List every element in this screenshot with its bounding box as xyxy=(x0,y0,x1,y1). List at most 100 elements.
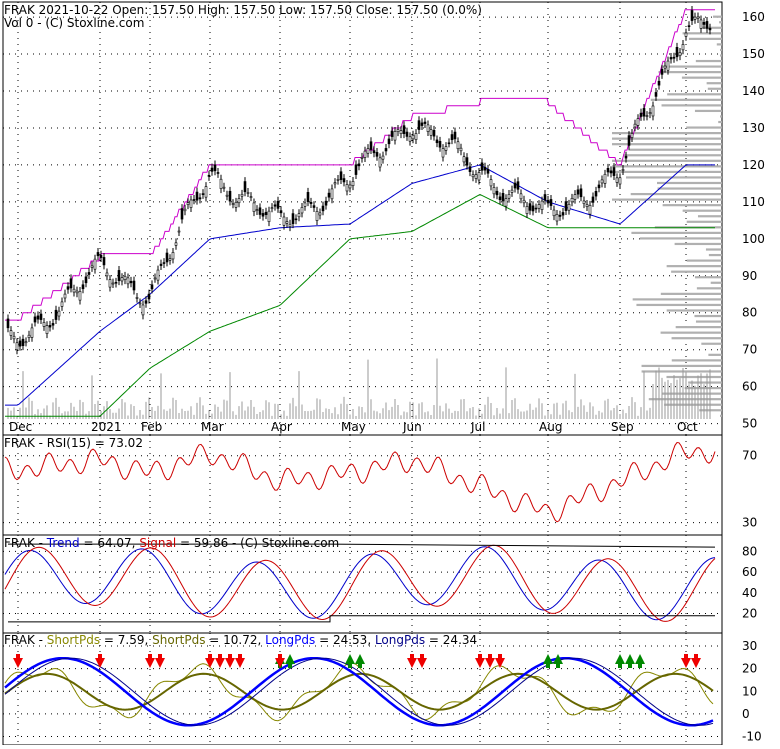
volume-profile-bar xyxy=(612,159,722,162)
candle-body xyxy=(132,280,136,291)
candle-body xyxy=(126,277,130,285)
volume-profile-bar xyxy=(684,387,722,390)
volume-profile-bar xyxy=(720,54,722,57)
candle-body xyxy=(240,193,244,197)
candle-body xyxy=(15,342,19,351)
candle-body xyxy=(657,80,661,86)
up-arrow-marker xyxy=(553,654,563,668)
volume-profile-bar xyxy=(612,137,722,140)
candle-body xyxy=(363,150,367,158)
candle-body xyxy=(279,210,283,214)
y-tick-label: -10 xyxy=(742,729,762,743)
candle-body xyxy=(396,129,400,132)
x-tick-label: Aug xyxy=(539,420,562,434)
candle-body xyxy=(537,204,541,209)
volume-profile-bar xyxy=(660,331,722,334)
candle-body xyxy=(681,44,685,51)
candle-body xyxy=(543,194,547,201)
y-tick-label: 60 xyxy=(742,565,757,579)
candle-body xyxy=(339,171,343,180)
volume-profile-bar xyxy=(660,292,722,295)
pds-line xyxy=(4,656,714,727)
candle-body xyxy=(195,191,199,201)
candle-body xyxy=(135,297,139,299)
down-arrow-marker xyxy=(475,654,485,668)
candle-body xyxy=(519,193,523,200)
candle-body xyxy=(90,265,94,268)
x-tick-label: Jun xyxy=(402,420,422,434)
candle-body xyxy=(579,188,583,198)
volume-profile-bar xyxy=(650,98,722,101)
pds-title-long1: LongPds xyxy=(265,633,315,647)
up-arrow-marker xyxy=(635,654,645,668)
volume-profile-bar xyxy=(701,342,722,345)
down-arrow-marker xyxy=(235,654,245,668)
candle-body xyxy=(435,139,439,144)
candle-body xyxy=(168,258,172,261)
candle-body xyxy=(207,174,211,177)
candle-body xyxy=(27,334,31,338)
candle-body xyxy=(582,200,586,204)
volume-profile-bar xyxy=(686,126,722,129)
candle-body xyxy=(462,156,466,163)
candle-body xyxy=(201,193,205,195)
candle-body xyxy=(651,105,655,117)
down-arrow-marker xyxy=(485,654,495,668)
pds-line xyxy=(4,657,714,726)
candle-body xyxy=(669,57,673,60)
y-tick-label: 20 xyxy=(742,662,757,676)
volume-profile-bar xyxy=(713,15,722,18)
candle-body xyxy=(159,263,163,266)
candle-body xyxy=(252,202,256,212)
candle-body xyxy=(648,112,652,115)
volume-profile-bar xyxy=(636,303,722,307)
volume-profile-bar xyxy=(648,398,722,401)
volume-profile-bar xyxy=(696,287,722,290)
pds-title-long2-val: = 24.34 xyxy=(425,633,477,647)
candle-body xyxy=(114,281,118,284)
candle-body xyxy=(546,199,550,204)
candle-body xyxy=(495,190,499,196)
candle-body xyxy=(264,211,268,216)
volume-profile-bar xyxy=(641,364,722,368)
candle-body xyxy=(180,208,184,220)
candle-body xyxy=(18,340,22,347)
candle-body xyxy=(621,169,625,171)
candle-body xyxy=(444,146,448,151)
candle-body xyxy=(273,204,277,207)
candle-body xyxy=(243,181,247,193)
trend-title-prefix: FRAK - xyxy=(4,536,47,550)
price-header-title: FRAK 2021-10-22 Open: 157.50 High: 157.5… xyxy=(4,3,482,17)
candle-body xyxy=(387,138,391,145)
candle-body xyxy=(549,199,553,206)
candle-body xyxy=(702,22,706,25)
volume-profile-bar xyxy=(641,370,722,373)
candle-body xyxy=(429,129,433,136)
volume-profile-bar xyxy=(628,148,722,151)
candle-body xyxy=(87,272,91,275)
candle-body xyxy=(525,206,529,214)
candle-body xyxy=(234,201,238,208)
candle-body xyxy=(153,277,157,280)
y-tick-label: 110 xyxy=(742,195,765,209)
candle-body xyxy=(54,309,58,320)
candle-body xyxy=(366,148,370,154)
volume-profile-bar xyxy=(720,414,722,417)
candle-body xyxy=(33,316,37,323)
trend-title-trend: Trend xyxy=(46,536,80,550)
candle-body xyxy=(666,60,670,71)
candle-body xyxy=(318,212,322,216)
candle-body xyxy=(300,207,304,214)
candle-body xyxy=(174,242,178,246)
volume-profile-bar xyxy=(612,132,722,135)
candle-body xyxy=(585,204,589,207)
candle-body xyxy=(684,32,688,37)
trend-title-signal-val: = 59.86 - (C) Stoxline.com xyxy=(176,536,339,550)
candle-body xyxy=(129,280,133,284)
candle-body xyxy=(552,209,556,217)
candle-body xyxy=(120,277,124,282)
candle-body xyxy=(291,213,295,225)
volume-profile-bar xyxy=(671,270,722,273)
up-arrow-marker xyxy=(345,654,355,668)
candle-body xyxy=(423,121,427,124)
